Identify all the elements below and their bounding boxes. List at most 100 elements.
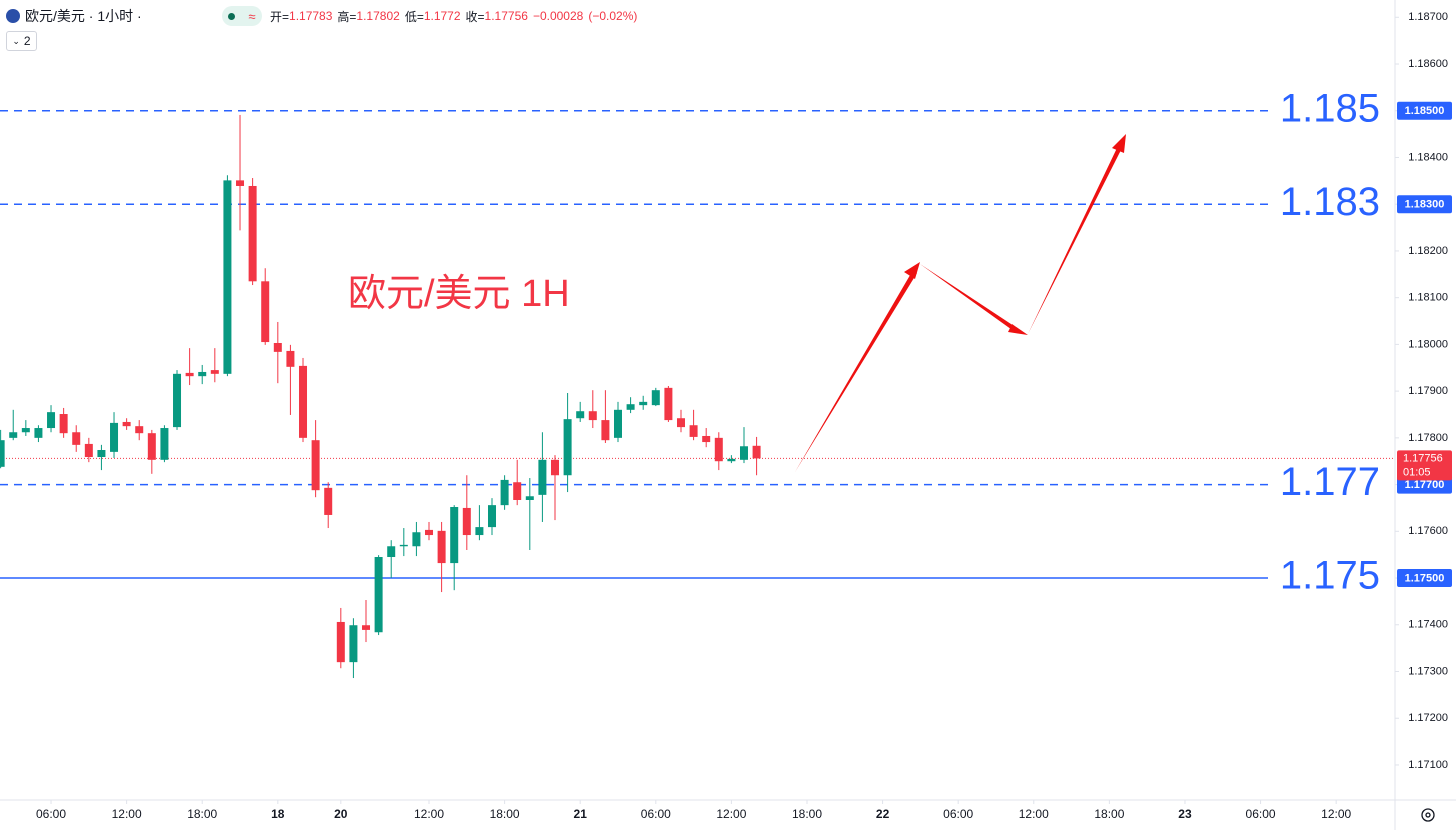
candle-body (538, 459, 547, 495)
last-price-box (1397, 450, 1452, 481)
candle-body (362, 625, 371, 630)
y-tick-label: 1.18200 (1408, 245, 1448, 257)
level-value: 1.177 (1280, 460, 1380, 504)
x-tick-label: 23 (1178, 807, 1192, 821)
x-tick-label: 22 (876, 807, 890, 821)
candle-body (9, 432, 18, 438)
candle-body (299, 365, 308, 438)
x-tick-label: 18 (271, 807, 285, 821)
candle-body (450, 507, 459, 564)
y-tick-label: 1.17100 (1408, 759, 1448, 771)
countdown: 01:05 (1403, 466, 1431, 478)
candle-body (739, 446, 748, 460)
level-price-label: 1.18300 (1405, 199, 1445, 211)
candle-body (147, 433, 156, 460)
candle-body (47, 412, 56, 429)
candle-body (626, 404, 635, 410)
candle-body (613, 409, 622, 438)
candle-body (651, 390, 660, 406)
level-price-label: 1.18500 (1405, 105, 1445, 117)
indicator-count: 2 (23, 34, 31, 48)
arrow-head (1008, 324, 1028, 335)
arrow-head (904, 262, 920, 279)
candle-body (223, 180, 232, 374)
symbol-icon[interactable] (6, 9, 20, 23)
high-value: 1.17802 (356, 9, 400, 23)
candle-body (702, 435, 711, 443)
candle-body (236, 180, 245, 186)
level-value: 1.185 (1280, 86, 1380, 130)
arrow-shaft (1028, 148, 1121, 334)
candle-body (488, 505, 497, 528)
candle-body (676, 418, 685, 428)
x-tick-label: 06:00 (1246, 807, 1276, 821)
candle-body (286, 350, 295, 367)
candle-body (198, 371, 207, 377)
x-tick-label: 06:00 (36, 807, 66, 821)
open-label: 开= (270, 9, 290, 24)
candle-body (324, 487, 333, 515)
x-tick-label: 18:00 (792, 807, 822, 821)
candle-body (210, 370, 219, 374)
y-tick-label: 1.18000 (1408, 338, 1448, 350)
candle-body (311, 440, 320, 491)
candle-body (349, 625, 358, 663)
arrow-shaft (920, 264, 1017, 332)
candle-body (110, 422, 119, 452)
open-value: 1.17783 (289, 9, 333, 23)
candle-body (563, 419, 572, 476)
x-tick-label: 12:00 (1321, 807, 1351, 821)
candle-body (173, 373, 182, 428)
candle-body (437, 530, 446, 564)
level-value: 1.183 (1280, 180, 1380, 224)
candle-body (525, 496, 534, 500)
close-value: 1.17756 (484, 9, 528, 23)
candle-body (513, 482, 522, 500)
candles (0, 114, 761, 679)
candle-body (97, 450, 106, 458)
header: 欧元/美元 · 1小时 · (6, 6, 142, 26)
candle-body (273, 342, 282, 352)
candle-body (714, 437, 723, 462)
y-tick-label: 1.18400 (1408, 151, 1448, 163)
candle-body (387, 546, 396, 558)
candle-body (21, 428, 30, 433)
y-tick-label: 1.17600 (1408, 525, 1448, 537)
symbol-title[interactable]: 欧元/美元 · 1小时 · (25, 8, 142, 24)
candle-body (425, 529, 434, 536)
y-tick-label: 1.17800 (1408, 432, 1448, 444)
x-tick-label: 18:00 (187, 807, 217, 821)
level-price-box (1397, 569, 1452, 588)
candle-body (0, 440, 5, 467)
settings-core[interactable] (1425, 812, 1431, 818)
y-tick-label: 1.17400 (1408, 619, 1448, 631)
y-tick-label: 1.18100 (1408, 292, 1448, 304)
x-tick-label: 12:00 (1019, 807, 1049, 821)
candle-body (399, 544, 408, 547)
candle-body (374, 557, 383, 633)
settings-ring[interactable] (1421, 808, 1435, 822)
y-tick-label: 1.17300 (1408, 665, 1448, 677)
candle-body (689, 425, 698, 437)
status-badge[interactable]: ≈ (222, 6, 262, 26)
y-tick-label: 1.17200 (1408, 712, 1448, 724)
arrow-head (1112, 134, 1126, 153)
candle-body (185, 372, 194, 377)
last-price-label: 1.17756 (1403, 452, 1443, 464)
chevron: ⌄ (12, 35, 20, 46)
candle-body (588, 411, 597, 421)
candle-body (727, 458, 736, 462)
candle-body (551, 459, 560, 476)
high-label: 高= (337, 9, 357, 24)
candle-body (601, 420, 610, 441)
x-tick-label: 06:00 (641, 807, 671, 821)
y-tick-label: 1.17900 (1408, 385, 1448, 397)
x-tick-label: 12:00 (414, 807, 444, 821)
settings-icon[interactable] (1421, 808, 1435, 822)
indicator-toggle[interactable]: ⌄ 2 (6, 31, 37, 51)
candle-body (72, 432, 81, 445)
x-tick-label: 18:00 (1094, 807, 1124, 821)
level-price-label: 1.17500 (1405, 572, 1445, 584)
